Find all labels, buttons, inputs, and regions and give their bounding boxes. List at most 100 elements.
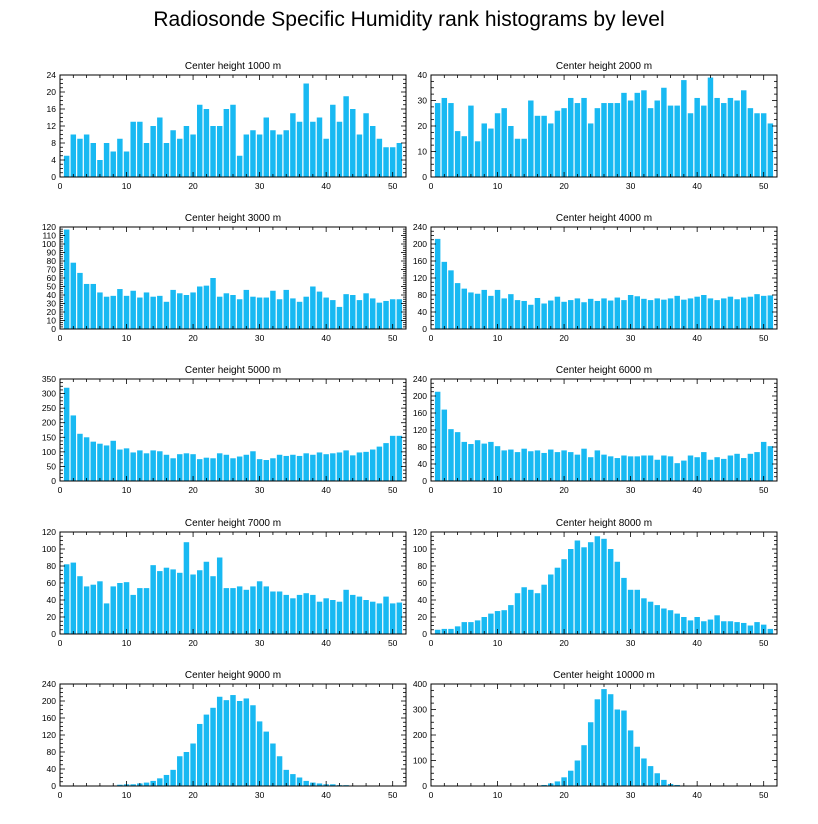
- bar: [661, 779, 667, 786]
- panel-4: Center height 4000 m 0 10 20 30 40 50 0 40 80 120 1…: [413, 213, 778, 343]
- bar: [601, 538, 607, 634]
- bar: [350, 109, 356, 177]
- y-tick-label: 30: [418, 96, 428, 106]
- bar: [481, 443, 487, 481]
- bar: [534, 115, 541, 177]
- bar: [614, 561, 621, 634]
- bar: [303, 453, 309, 481]
- bar: [574, 540, 581, 634]
- y-tick-label: 30: [47, 299, 57, 309]
- x-tick-label: 20: [559, 485, 569, 495]
- x-tick-label: 40: [692, 638, 702, 648]
- bar: [741, 458, 747, 481]
- bar: [667, 105, 674, 177]
- bar: [376, 603, 383, 634]
- bar: [370, 601, 376, 634]
- y-tick-label: 10: [47, 316, 57, 326]
- y-tick-label: 120: [413, 273, 427, 283]
- bar: [363, 600, 369, 634]
- bar: [641, 455, 647, 481]
- bar: [356, 300, 363, 329]
- bar: [90, 283, 96, 329]
- bar: [614, 709, 621, 786]
- x-tick-label: 40: [692, 485, 702, 495]
- bar: [190, 743, 196, 786]
- bar: [581, 745, 587, 786]
- bar: [528, 451, 534, 481]
- y-tick-label: 0: [422, 781, 427, 791]
- bar: [123, 448, 130, 481]
- bar: [83, 283, 90, 329]
- bar: [568, 770, 574, 786]
- bar: [661, 87, 667, 177]
- bar: [647, 601, 654, 634]
- bar: [216, 557, 223, 634]
- bar: [137, 588, 143, 634]
- bar: [714, 615, 720, 634]
- bar: [434, 238, 441, 329]
- bar: [627, 589, 634, 634]
- x-tick-label: 40: [692, 333, 702, 343]
- bar: [177, 756, 183, 786]
- bar: [243, 698, 250, 786]
- bar: [270, 458, 276, 481]
- bar: [607, 694, 614, 786]
- bar: [454, 626, 461, 634]
- bar: [223, 700, 230, 786]
- bar: [434, 391, 441, 481]
- y-tick-label: 120: [42, 222, 56, 232]
- bar: [508, 449, 514, 481]
- bar: [661, 455, 667, 481]
- y-tick-label: 10: [418, 147, 428, 157]
- bar: [488, 128, 494, 177]
- bar: [594, 108, 601, 177]
- bar: [183, 752, 190, 786]
- bar: [568, 549, 574, 634]
- y-tick-label: 400: [413, 679, 427, 689]
- bar: [601, 454, 607, 481]
- bar: [197, 286, 203, 329]
- bar: [727, 455, 734, 481]
- x-tick-label: 20: [188, 333, 198, 343]
- bar: [223, 454, 230, 481]
- bar: [250, 130, 256, 177]
- bar: [474, 620, 481, 634]
- bar: [350, 455, 356, 481]
- bar: [270, 591, 276, 634]
- x-tick-label: 30: [626, 485, 636, 495]
- x-tick-label: 10: [122, 333, 132, 343]
- bar: [183, 542, 190, 634]
- panel-title: Center height 5000 m: [185, 365, 281, 376]
- bar: [263, 460, 269, 481]
- y-tick-label: 0: [51, 629, 56, 639]
- bar: [687, 113, 694, 177]
- bar: [514, 300, 521, 329]
- bar: [343, 96, 349, 177]
- y-tick-label: 4: [51, 155, 56, 165]
- bar: [396, 602, 403, 634]
- bar: [230, 104, 236, 177]
- y-tick-label: 80: [47, 747, 57, 757]
- bar: [581, 547, 587, 634]
- bar: [568, 97, 574, 177]
- bar: [330, 453, 336, 481]
- bar: [256, 721, 263, 786]
- y-tick-label: 120: [413, 527, 427, 537]
- bar: [376, 446, 383, 481]
- bar: [701, 295, 707, 329]
- bar: [63, 155, 70, 177]
- x-tick-label: 40: [321, 790, 331, 800]
- bar: [236, 586, 243, 634]
- bar: [396, 143, 403, 177]
- y-tick-label: 300: [413, 705, 427, 715]
- x-tick-label: 20: [559, 181, 569, 191]
- bar: [654, 605, 660, 634]
- bar: [157, 117, 163, 177]
- bar: [210, 707, 216, 786]
- x-tick-label: 50: [759, 638, 769, 648]
- panel-8: Center height 8000 m 0 10 20 30 40 50 0 20 40 60 80…: [413, 518, 778, 648]
- bar: [627, 100, 634, 177]
- bar: [276, 134, 283, 177]
- panel-title: Center height 1000 m: [185, 61, 281, 72]
- bar: [270, 290, 276, 329]
